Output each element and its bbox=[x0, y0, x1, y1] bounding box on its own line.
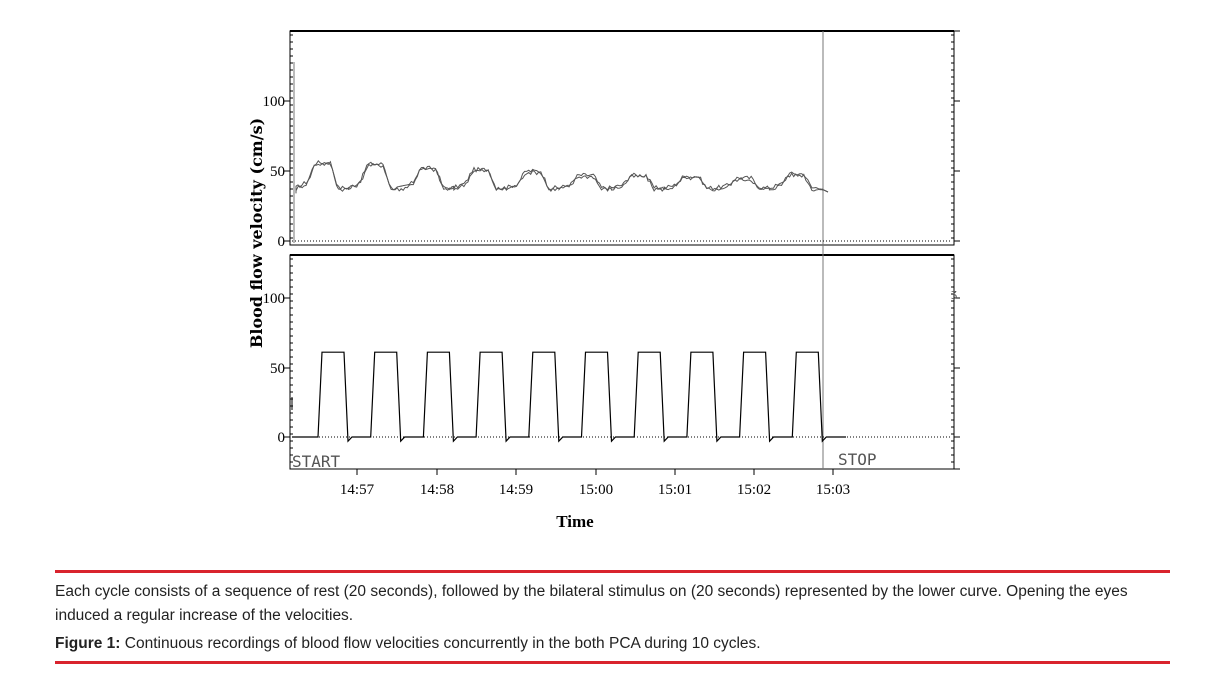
x-tick-label: 14:57 bbox=[340, 482, 375, 498]
lower-y-tick-0: 0 bbox=[278, 430, 286, 446]
y-axis-title: Blood flow velocity (cm/s) bbox=[247, 118, 266, 348]
x-axis-title: Time bbox=[556, 512, 594, 531]
upper-velocity-traces bbox=[295, 159, 829, 194]
upper-y-tick-0: 0 bbox=[278, 234, 286, 250]
stimulus-square-wave bbox=[292, 351, 846, 443]
right-edge-glyph: ʒ bbox=[951, 287, 957, 300]
lower-y-tick-50: 50 bbox=[270, 361, 285, 377]
caption-top-rule bbox=[55, 570, 1170, 573]
lower-y-tick-100: 100 bbox=[263, 291, 286, 307]
right-axis-ticks bbox=[954, 30, 960, 470]
caption-note: Each cycle consists of a sequence of res… bbox=[55, 583, 1128, 624]
x-tick-label: 14:59 bbox=[499, 482, 533, 498]
upper-y-tick-100: 100 bbox=[263, 94, 286, 110]
edge-ticks bbox=[290, 34, 954, 463]
x-tick-label: 15:01 bbox=[658, 482, 692, 498]
upper-y-axis: 100 50 0 bbox=[263, 94, 290, 250]
x-tick-label: 15:00 bbox=[579, 482, 613, 498]
x-tick-label: 15:02 bbox=[737, 482, 771, 498]
x-tick-label: 14:58 bbox=[420, 482, 454, 498]
recording-figure: 100 50 0 100 50 0 ʒ Blood flow velocity … bbox=[247, 30, 960, 531]
start-marker: START bbox=[292, 452, 341, 471]
upper-y-tick-50: 50 bbox=[270, 164, 285, 180]
x-tick-label: 15:03 bbox=[816, 482, 850, 498]
figure-caption: Figure 1: Continuous recordings of blood… bbox=[55, 635, 761, 653]
figure-text: Continuous recordings of blood flow velo… bbox=[124, 635, 761, 652]
lower-stimulus-trace bbox=[292, 351, 846, 443]
lower-y-axis: 100 50 0 bbox=[263, 291, 290, 446]
upper-panel-frame bbox=[289, 30, 955, 246]
figure-label: Figure 1: bbox=[55, 635, 121, 652]
upper-trace-2 bbox=[295, 162, 829, 194]
x-axis-ticks: 14:57 14:58 14:59 15:00 15:01 15:02 15:03 bbox=[340, 469, 850, 498]
caption-bottom-rule bbox=[55, 661, 1170, 664]
stop-marker: STOP bbox=[838, 450, 877, 469]
